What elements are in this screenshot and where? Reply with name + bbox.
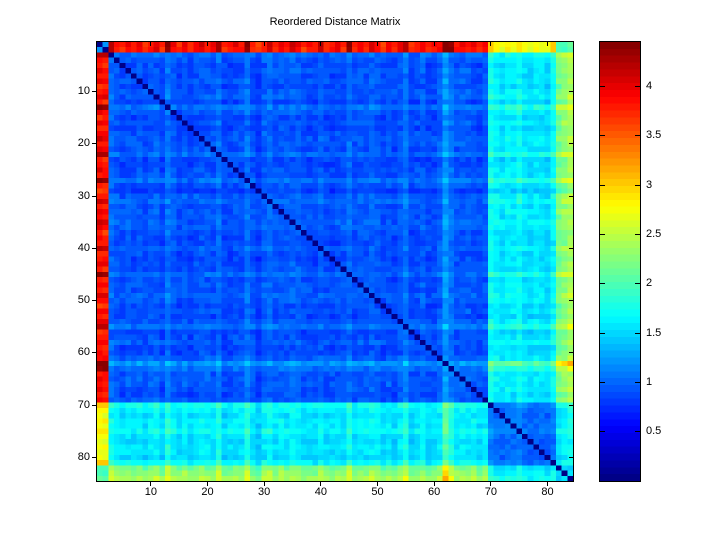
x-tick-label: 60: [428, 486, 441, 498]
x-tick-label: 10: [144, 486, 157, 498]
heatmap-plot-area: [96, 41, 574, 482]
y-tick-label: 80: [77, 450, 90, 463]
colorbar-tick-mark-left: [600, 431, 605, 433]
y-tick-mark: [92, 404, 96, 406]
colorbar-tick-label: 3: [646, 178, 653, 191]
colorbar-tick-mark-left: [600, 381, 605, 383]
x-tick-label: 80: [541, 486, 554, 498]
chart-title: Reordered Distance Matrix: [269, 16, 401, 28]
y-tick-mark-right: [569, 195, 573, 197]
y-tick-mark: [92, 91, 96, 93]
x-tick-mark: [150, 482, 152, 486]
x-tick-mark-top: [263, 42, 265, 46]
y-tick-mark: [92, 456, 96, 458]
y-tick-mark-right: [569, 404, 573, 406]
colorbar-tick-mark-right: [635, 135, 640, 137]
y-tick-mark: [92, 247, 96, 249]
x-tick-mark: [207, 482, 208, 486]
y-tick-label: 30: [77, 189, 90, 202]
y-tick-mark-right: [569, 352, 573, 354]
x-tick-mark-top: [377, 42, 378, 46]
x-tick-label: 30: [258, 486, 271, 498]
x-tick-mark: [433, 482, 435, 486]
x-tick-mark-top: [547, 42, 548, 46]
colorbar-tick-mark-left: [600, 332, 605, 334]
y-tick-mark: [92, 195, 96, 197]
x-tick-mark-top: [320, 42, 322, 46]
y-tick-mark: [92, 300, 96, 302]
y-tick-mark-right: [569, 143, 573, 145]
colorbar-tick-label: 2: [646, 277, 653, 290]
colorbar-tick-mark-left: [600, 184, 605, 186]
y-tick-label: 50: [77, 294, 90, 307]
colorbar: [599, 41, 641, 482]
x-tick-mark-top: [433, 42, 435, 46]
x-tick-label: 50: [371, 486, 384, 498]
x-tick-label: 40: [314, 486, 327, 498]
y-tick-mark: [92, 352, 96, 354]
colorbar-tick-label: 3.5: [646, 129, 662, 142]
y-tick-mark: [92, 143, 96, 145]
colorbar-tick-mark-left: [600, 135, 605, 137]
colorbar-tick-mark-right: [635, 332, 640, 334]
colorbar-tick-mark-right: [635, 381, 640, 383]
x-tick-label: 70: [484, 486, 497, 498]
colorbar-tick-label: 4: [646, 79, 653, 92]
y-tick-mark-right: [569, 300, 573, 302]
x-tick-mark-top: [207, 42, 208, 46]
colorbar-tick-mark-right: [635, 431, 640, 433]
x-tick-label: 20: [201, 486, 214, 498]
colorbar-tick-label: 0.5: [646, 425, 662, 438]
x-tick-mark-top: [150, 42, 152, 46]
y-tick-label: 20: [77, 137, 90, 150]
colorbar-tick-mark-right: [635, 233, 640, 235]
colorbar-tick-label: 1: [646, 375, 653, 388]
y-tick-mark-right: [569, 91, 573, 93]
x-tick-mark: [263, 482, 265, 486]
colorbar-tick-mark-left: [600, 233, 605, 235]
colorbar-tick-label: 2.5: [646, 227, 662, 240]
x-tick-mark: [320, 482, 322, 486]
colorbar-tick-mark-left: [600, 85, 605, 87]
colorbar-tick-mark-right: [635, 184, 640, 186]
colorbar-tick-label: 1.5: [646, 326, 662, 339]
x-tick-mark: [377, 482, 378, 486]
heatmap-canvas: [97, 42, 573, 481]
y-tick-label: 70: [77, 398, 90, 411]
colorbar-tick-mark-right: [635, 283, 640, 285]
colorbar-tick-mark-left: [600, 283, 605, 285]
colorbar-tick-mark-right: [635, 85, 640, 87]
x-tick-mark: [547, 482, 548, 486]
y-tick-label: 60: [77, 346, 90, 359]
y-tick-mark-right: [569, 456, 573, 458]
y-tick-label: 10: [77, 85, 90, 98]
x-tick-mark: [490, 482, 492, 486]
y-tick-mark-right: [569, 247, 573, 249]
colorbar-canvas: [600, 42, 640, 481]
x-tick-mark-top: [490, 42, 492, 46]
y-tick-label: 40: [77, 241, 90, 254]
